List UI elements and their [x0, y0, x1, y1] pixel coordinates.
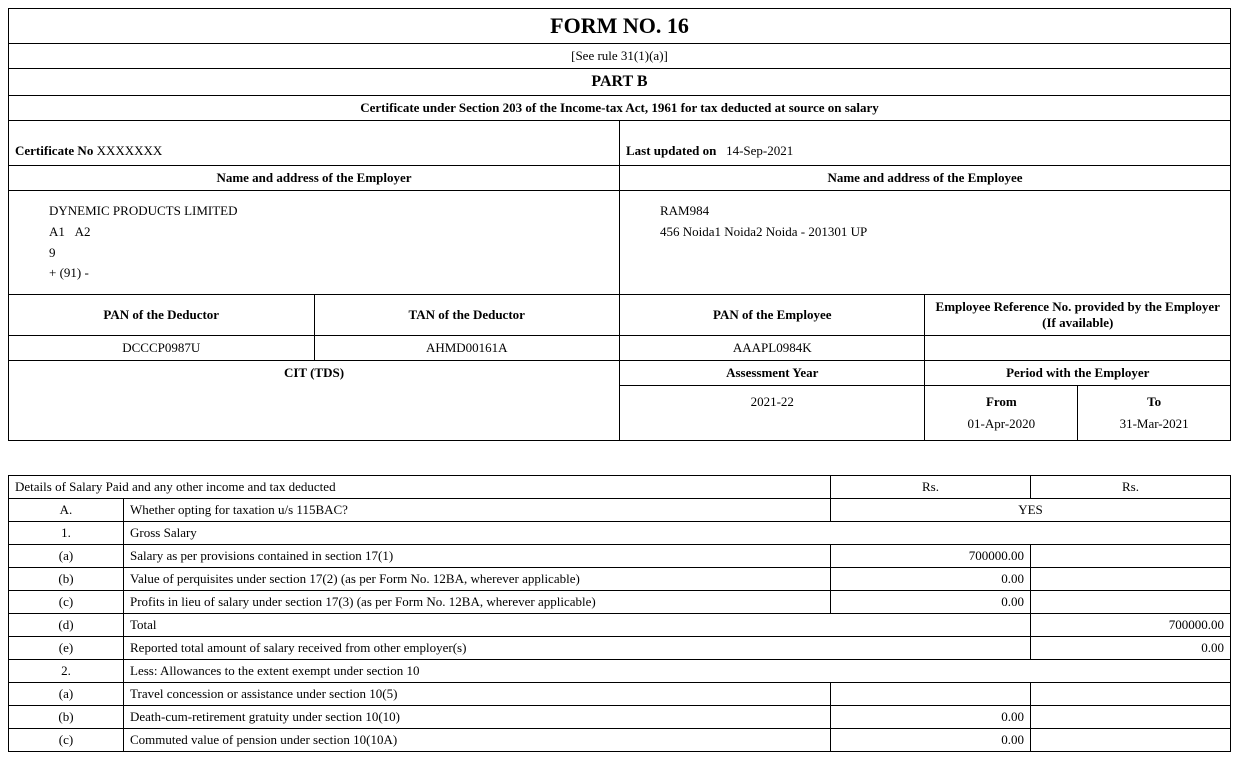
emp-ref-value — [925, 336, 1231, 361]
row-desc: Whether opting for taxation u/s 115BAC? — [124, 499, 831, 522]
row-val-1: 700000.00 — [831, 545, 1031, 568]
row-val-2 — [1031, 706, 1231, 729]
table-row: A. Whether opting for taxation u/s 115BA… — [9, 499, 1231, 522]
table-row: (b) Value of perquisites under section 1… — [9, 568, 1231, 591]
employer-phone: + (91) - — [49, 263, 579, 284]
row-desc: Commuted value of pension under section … — [124, 729, 831, 752]
emp-ref-header: Employee Reference No. provided by the E… — [925, 295, 1231, 336]
to-label: To — [1084, 394, 1224, 410]
row-desc: Gross Salary — [124, 522, 1231, 545]
table-row: (a) Travel concession or assistance unde… — [9, 683, 1231, 706]
row-desc: Less: Allowances to the extent exempt un… — [124, 660, 1231, 683]
assessment-year-value: 2021-22 — [620, 386, 925, 441]
row-val-1 — [831, 683, 1031, 706]
row-desc: Death-cum-retirement gratuity under sect… — [124, 706, 831, 729]
rule-reference: [See rule 31(1)(a)] — [9, 44, 1231, 69]
last-updated-label: Last updated on — [626, 143, 716, 158]
row-num: (a) — [9, 683, 124, 706]
certificate-no-value: XXXXXXX — [97, 143, 163, 158]
pan-deductor-header: PAN of the Deductor — [9, 295, 315, 336]
employer-header: Name and address of the Employer — [9, 166, 620, 191]
row-val-2 — [1031, 591, 1231, 614]
from-date: 01-Apr-2020 — [931, 416, 1071, 432]
row-val-1: 0.00 — [831, 591, 1031, 614]
row-num: 2. — [9, 660, 124, 683]
table-row: (c) Commuted value of pension under sect… — [9, 729, 1231, 752]
row-val-1: 0.00 — [831, 568, 1031, 591]
period-from-cell: From 01-Apr-2020 — [925, 386, 1078, 441]
row-desc: Value of perquisites under section 17(2)… — [124, 568, 831, 591]
row-desc: Reported total amount of salary received… — [124, 637, 1031, 660]
row-val-1: 0.00 — [831, 706, 1031, 729]
table-row: 1. Gross Salary — [9, 522, 1231, 545]
period-header: Period with the Employer — [925, 361, 1231, 386]
row-num: (c) — [9, 591, 124, 614]
last-updated-cell: Last updated on 14-Sep-2021 — [620, 121, 1231, 166]
employer-addr-1: A1 A2 — [49, 222, 579, 243]
row-desc: Total — [124, 614, 1031, 637]
table-row: (e) Reported total amount of salary rece… — [9, 637, 1231, 660]
row-num: (d) — [9, 614, 124, 637]
table-row: (a) Salary as per provisions contained i… — [9, 545, 1231, 568]
row-num: 1. — [9, 522, 124, 545]
form-title: FORM NO. 16 — [9, 9, 1231, 44]
employer-name: DYNEMIC PRODUCTS LIMITED — [49, 201, 579, 222]
certificate-no-label: Certificate No — [15, 143, 93, 158]
last-updated-value: 14-Sep-2021 — [726, 143, 793, 158]
row-desc: Travel concession or assistance under se… — [124, 683, 831, 706]
table-row: (c) Profits in lieu of salary under sect… — [9, 591, 1231, 614]
assessment-year-header: Assessment Year — [620, 361, 925, 386]
row-num: (a) — [9, 545, 124, 568]
row-num: (b) — [9, 706, 124, 729]
salary-details-table: Details of Salary Paid and any other inc… — [8, 475, 1231, 752]
rs-header-1: Rs. — [831, 476, 1031, 499]
table-row: 2. Less: Allowances to the extent exempt… — [9, 660, 1231, 683]
employee-name: RAM984 — [660, 201, 1190, 222]
row-num: (e) — [9, 637, 124, 660]
row-num: A. — [9, 499, 124, 522]
row-val-2 — [1031, 545, 1231, 568]
cit-tds-header: CIT (TDS) — [9, 361, 620, 441]
row-val-1: 0.00 — [831, 729, 1031, 752]
to-date: 31-Mar-2021 — [1084, 416, 1224, 432]
tan-deductor-value: AHMD00161A — [314, 336, 620, 361]
employer-block: DYNEMIC PRODUCTS LIMITED A1 A2 9 + (91) … — [9, 191, 620, 295]
pan-employee-header: PAN of the Employee — [620, 295, 925, 336]
row-val-2: 700000.00 — [1031, 614, 1231, 637]
table-row: (d) Total 700000.00 — [9, 614, 1231, 637]
row-num: (c) — [9, 729, 124, 752]
certificate-no-cell: Certificate No XXXXXXX — [9, 121, 620, 166]
rs-header-2: Rs. — [1031, 476, 1231, 499]
row-num: (b) — [9, 568, 124, 591]
part-label: PART B — [9, 69, 1231, 96]
certificate-description: Certificate under Section 203 of the Inc… — [9, 96, 1231, 121]
pan-employee-value: AAAPL0984K — [620, 336, 925, 361]
row-val-2 — [1031, 568, 1231, 591]
form-header-table: FORM NO. 16 [See rule 31(1)(a)] PART B C… — [8, 8, 1231, 441]
row-val-2: 0.00 — [1031, 637, 1231, 660]
employee-header: Name and address of the Employee — [620, 166, 1231, 191]
employee-block: RAM984 456 Noida1 Noida2 Noida - 201301 … — [620, 191, 1231, 295]
period-to-cell: To 31-Mar-2021 — [1078, 386, 1231, 441]
table-row: (b) Death-cum-retirement gratuity under … — [9, 706, 1231, 729]
row-val: YES — [831, 499, 1231, 522]
row-desc: Salary as per provisions contained in se… — [124, 545, 831, 568]
pan-deductor-value: DCCCP0987U — [9, 336, 315, 361]
row-desc: Profits in lieu of salary under section … — [124, 591, 831, 614]
details-header: Details of Salary Paid and any other inc… — [9, 476, 831, 499]
from-label: From — [931, 394, 1071, 410]
tan-deductor-header: TAN of the Deductor — [314, 295, 620, 336]
row-val-2 — [1031, 683, 1231, 706]
row-val-2 — [1031, 729, 1231, 752]
employee-addr: 456 Noida1 Noida2 Noida - 201301 UP — [660, 222, 1190, 243]
employer-addr-2: 9 — [49, 243, 579, 264]
